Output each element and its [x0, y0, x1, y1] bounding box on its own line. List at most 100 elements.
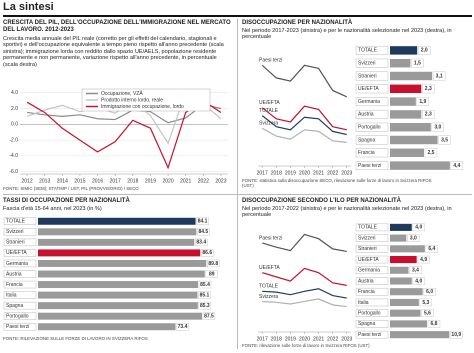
panel-title: CRESCITA DEL PIL, DELL'OCCUPAZIONE DELL'… [3, 20, 231, 33]
header-rule [3, 15, 472, 17]
bar [390, 58, 411, 68]
x-tick-label: 2022 [327, 170, 338, 176]
divider [237, 19, 238, 349]
category-label: TOTALE [358, 225, 378, 231]
label-box [355, 320, 389, 328]
value-box [431, 122, 444, 132]
bar [390, 288, 423, 296]
category-label: Italia [6, 292, 17, 298]
value-box [407, 234, 420, 242]
category-label: Francia [358, 150, 375, 156]
value-box [202, 312, 216, 320]
series-line [261, 127, 347, 143]
label-box [355, 148, 389, 158]
series-line [262, 267, 347, 286]
bar [390, 84, 422, 94]
series-line [261, 105, 347, 131]
category-label: Francia [358, 289, 375, 295]
bar [38, 217, 196, 225]
category-label: Svizzeri [358, 235, 376, 241]
x-tick-label: 2019 [285, 336, 296, 342]
bar [390, 122, 431, 132]
bar [38, 249, 201, 257]
y-tick-label: -4.0 [9, 153, 18, 159]
x-tick-label: 2012 [21, 178, 32, 184]
value-box [198, 280, 212, 289]
legend-label: Occupazione, VZÄ [101, 90, 143, 97]
panel-subtitle: Fascia d'età 15-64 anni, nel 2023 (in %) [3, 206, 102, 212]
series-label: Paesi terzi [259, 58, 282, 64]
label-box [355, 161, 389, 171]
value-label: 3,0 [410, 235, 417, 241]
label-box [355, 298, 389, 307]
x-tick-label: 2020 [299, 336, 310, 342]
value-label: 10,9 [451, 332, 461, 338]
value-label: 5,3 [422, 300, 429, 306]
bar [38, 281, 199, 289]
category-label: Paesi terzi [6, 324, 29, 330]
y-tick-label: 0.0 [11, 122, 18, 128]
label-box [355, 277, 389, 285]
bar [38, 228, 197, 236]
category-label: Italia [358, 300, 369, 306]
x-tick-label: 2019 [285, 170, 296, 176]
category-label: Spagna [358, 137, 375, 143]
y-tick-label: -2.0 [9, 137, 18, 143]
bar [390, 223, 412, 231]
series-label: UE/EFTA [259, 265, 280, 271]
value-box [422, 109, 435, 119]
value-label: 89.8 [208, 261, 218, 267]
source: FONTE: statistica sulla disoccupazione S… [242, 178, 432, 189]
label-box [355, 109, 389, 119]
panel-subtitle: Crescita media annuale del PIL reale (co… [3, 36, 224, 68]
x-tick-label: 2015 [74, 178, 85, 184]
label-box [355, 266, 389, 275]
series-line [262, 288, 347, 299]
value-label: 4,9 [420, 257, 427, 263]
series-line [261, 64, 348, 98]
category-label: TOTALE [358, 48, 378, 54]
x-tick-label: 2022 [327, 336, 338, 342]
source: FONTE: rilevazione sulle forze di lavoro… [242, 343, 370, 348]
category-label: Svizzeri [6, 229, 24, 235]
y-tick-label: -6.0 [9, 169, 18, 175]
series-label: TOTALE [259, 284, 279, 290]
category-label: Stranieri [358, 73, 377, 79]
label-box [3, 270, 37, 278]
legend-label: Prodotto interno lordo, reale [101, 97, 163, 103]
value-box [411, 58, 424, 68]
source: FONTE: SIMIC (SEM); STATIMP / UST, PIL (… [3, 186, 139, 191]
value-label: 6,4 [428, 246, 435, 252]
value-label: 87.5 [204, 314, 214, 320]
category-label: UE/EFTA [6, 250, 27, 256]
y-tick-label: 2.0 [11, 106, 18, 112]
category-label: Francia [6, 282, 23, 288]
bar [390, 320, 427, 328]
label-box [355, 309, 389, 317]
bar [38, 259, 207, 267]
panel-subtitle: Nel periodo 2017-2023 (sinistra) e per l… [242, 28, 452, 41]
x-tick-label: 2013 [39, 178, 50, 184]
bar [390, 266, 409, 274]
category-label: Paesi terzi [358, 332, 381, 338]
value-box [195, 238, 208, 247]
value-label: 84.5 [198, 229, 208, 235]
category-label: Portogallo [358, 125, 381, 131]
x-tick-label: 2023 [341, 170, 352, 176]
category-label: Spagna [6, 303, 23, 309]
value-label: 3,5 [441, 137, 448, 143]
value-label: 2,3 [425, 112, 432, 118]
value-box [438, 135, 451, 145]
label-box [3, 217, 37, 226]
label-box [3, 312, 37, 320]
bar [390, 148, 424, 158]
legend-label: Immigrazione con occupazione, lordo [101, 104, 184, 110]
panel-title: DISOCCUPAZIONE SECONDO L'ILO PER NAZIONA… [242, 198, 401, 204]
label-box [355, 97, 389, 107]
x-tick-label: 2016 [92, 178, 103, 184]
series-label: Paesi terzi [259, 235, 282, 241]
x-tick-label: 2021 [313, 170, 324, 176]
label-box [355, 45, 389, 55]
